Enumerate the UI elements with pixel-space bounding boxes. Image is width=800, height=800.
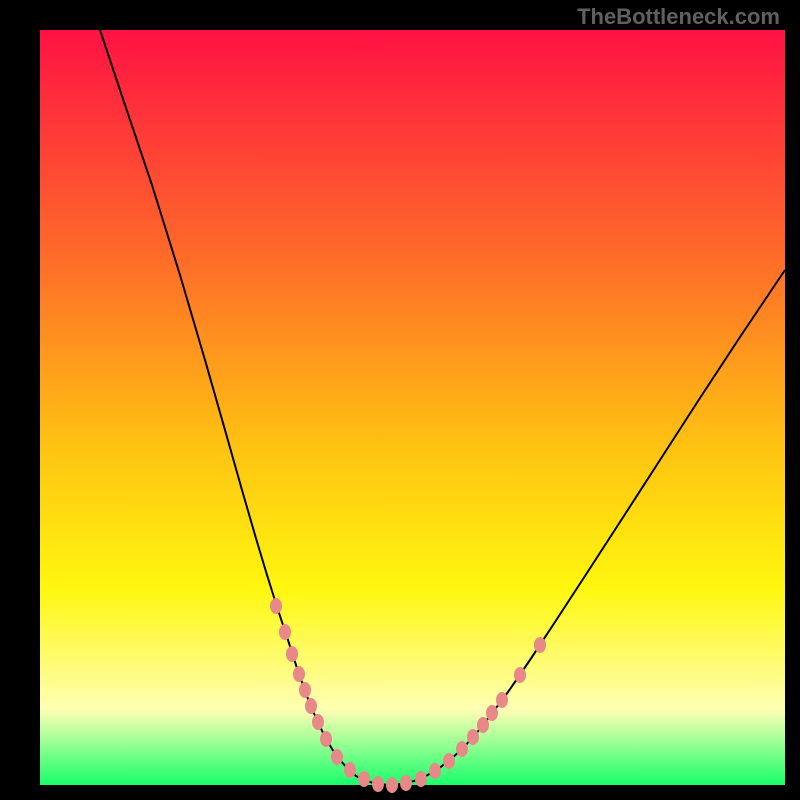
chart-container: TheBottleneck.com — [0, 0, 800, 800]
data-marker — [299, 682, 311, 698]
data-marker — [496, 692, 508, 708]
data-marker — [320, 731, 332, 747]
plot-area — [40, 30, 785, 785]
chart-svg — [0, 0, 800, 800]
data-marker — [286, 646, 298, 662]
data-marker — [534, 637, 546, 653]
data-marker — [415, 771, 427, 787]
data-marker — [279, 624, 291, 640]
watermark-text: TheBottleneck.com — [577, 4, 780, 30]
data-marker — [270, 598, 282, 614]
data-marker — [486, 705, 498, 721]
data-marker — [477, 717, 489, 733]
data-marker — [312, 714, 324, 730]
data-marker — [305, 698, 317, 714]
data-marker — [400, 775, 412, 791]
data-marker — [293, 666, 305, 682]
data-marker — [456, 741, 468, 757]
data-marker — [372, 776, 384, 792]
data-marker — [514, 667, 526, 683]
data-marker — [358, 771, 370, 787]
data-marker — [429, 763, 441, 779]
data-marker — [344, 762, 356, 778]
data-marker — [331, 749, 343, 765]
data-marker — [443, 753, 455, 769]
data-marker — [386, 777, 398, 793]
data-marker — [467, 729, 479, 745]
